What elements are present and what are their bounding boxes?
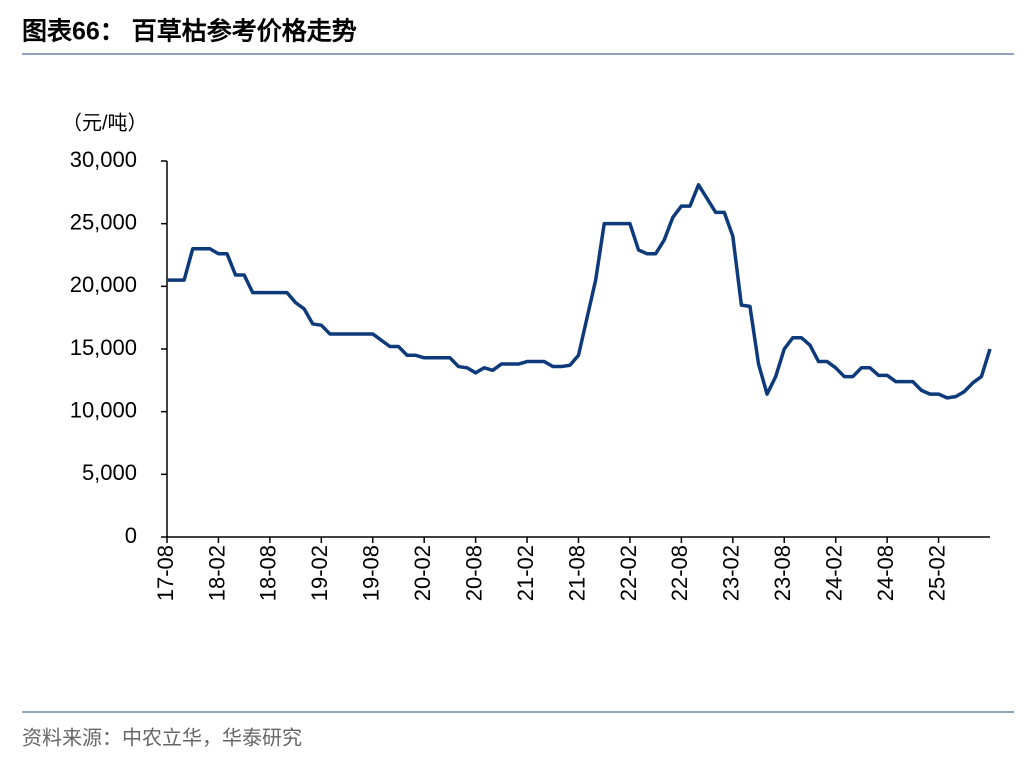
x-tick-label: 20-08 (461, 545, 486, 601)
x-tick-label: 19-02 (307, 545, 332, 601)
x-tick-label: 22-02 (616, 545, 641, 601)
x-tick-label: 22-08 (667, 545, 692, 601)
chart-title: 图表66： 百草枯参考价格走势 (22, 17, 357, 46)
unit-label: （元/吨） (62, 111, 148, 134)
x-tick-label: 21-02 (513, 545, 538, 601)
price-line (167, 183, 992, 400)
x-tick-label: 19-08 (359, 545, 384, 601)
x-tick-label: 17-08 (153, 545, 178, 601)
x-tick-label: 18-02 (204, 545, 229, 601)
y-tick-label: 5,000 (82, 460, 137, 485)
x-tick-label: 21-08 (564, 545, 589, 601)
x-tick-label: 20-02 (410, 545, 435, 601)
x-tick-label: 24-08 (873, 545, 898, 601)
x-tick-label: 24-02 (822, 545, 847, 601)
y-tick-label: 10,000 (70, 397, 137, 422)
y-tick-label: 30,000 (70, 147, 137, 172)
x-tick-label: 18-08 (256, 545, 281, 601)
y-tick-label: 25,000 (70, 209, 137, 234)
x-tick-label: 25-02 (924, 545, 949, 601)
y-tick-label: 20,000 (70, 272, 137, 297)
x-tick-label: 23-08 (770, 545, 795, 601)
source-note: 资料来源：中农立华，华泰研究 (22, 726, 302, 749)
x-tick-label: 23-02 (719, 545, 744, 601)
y-tick-label: 0 (125, 523, 137, 548)
y-tick-label: 15,000 (70, 335, 137, 360)
